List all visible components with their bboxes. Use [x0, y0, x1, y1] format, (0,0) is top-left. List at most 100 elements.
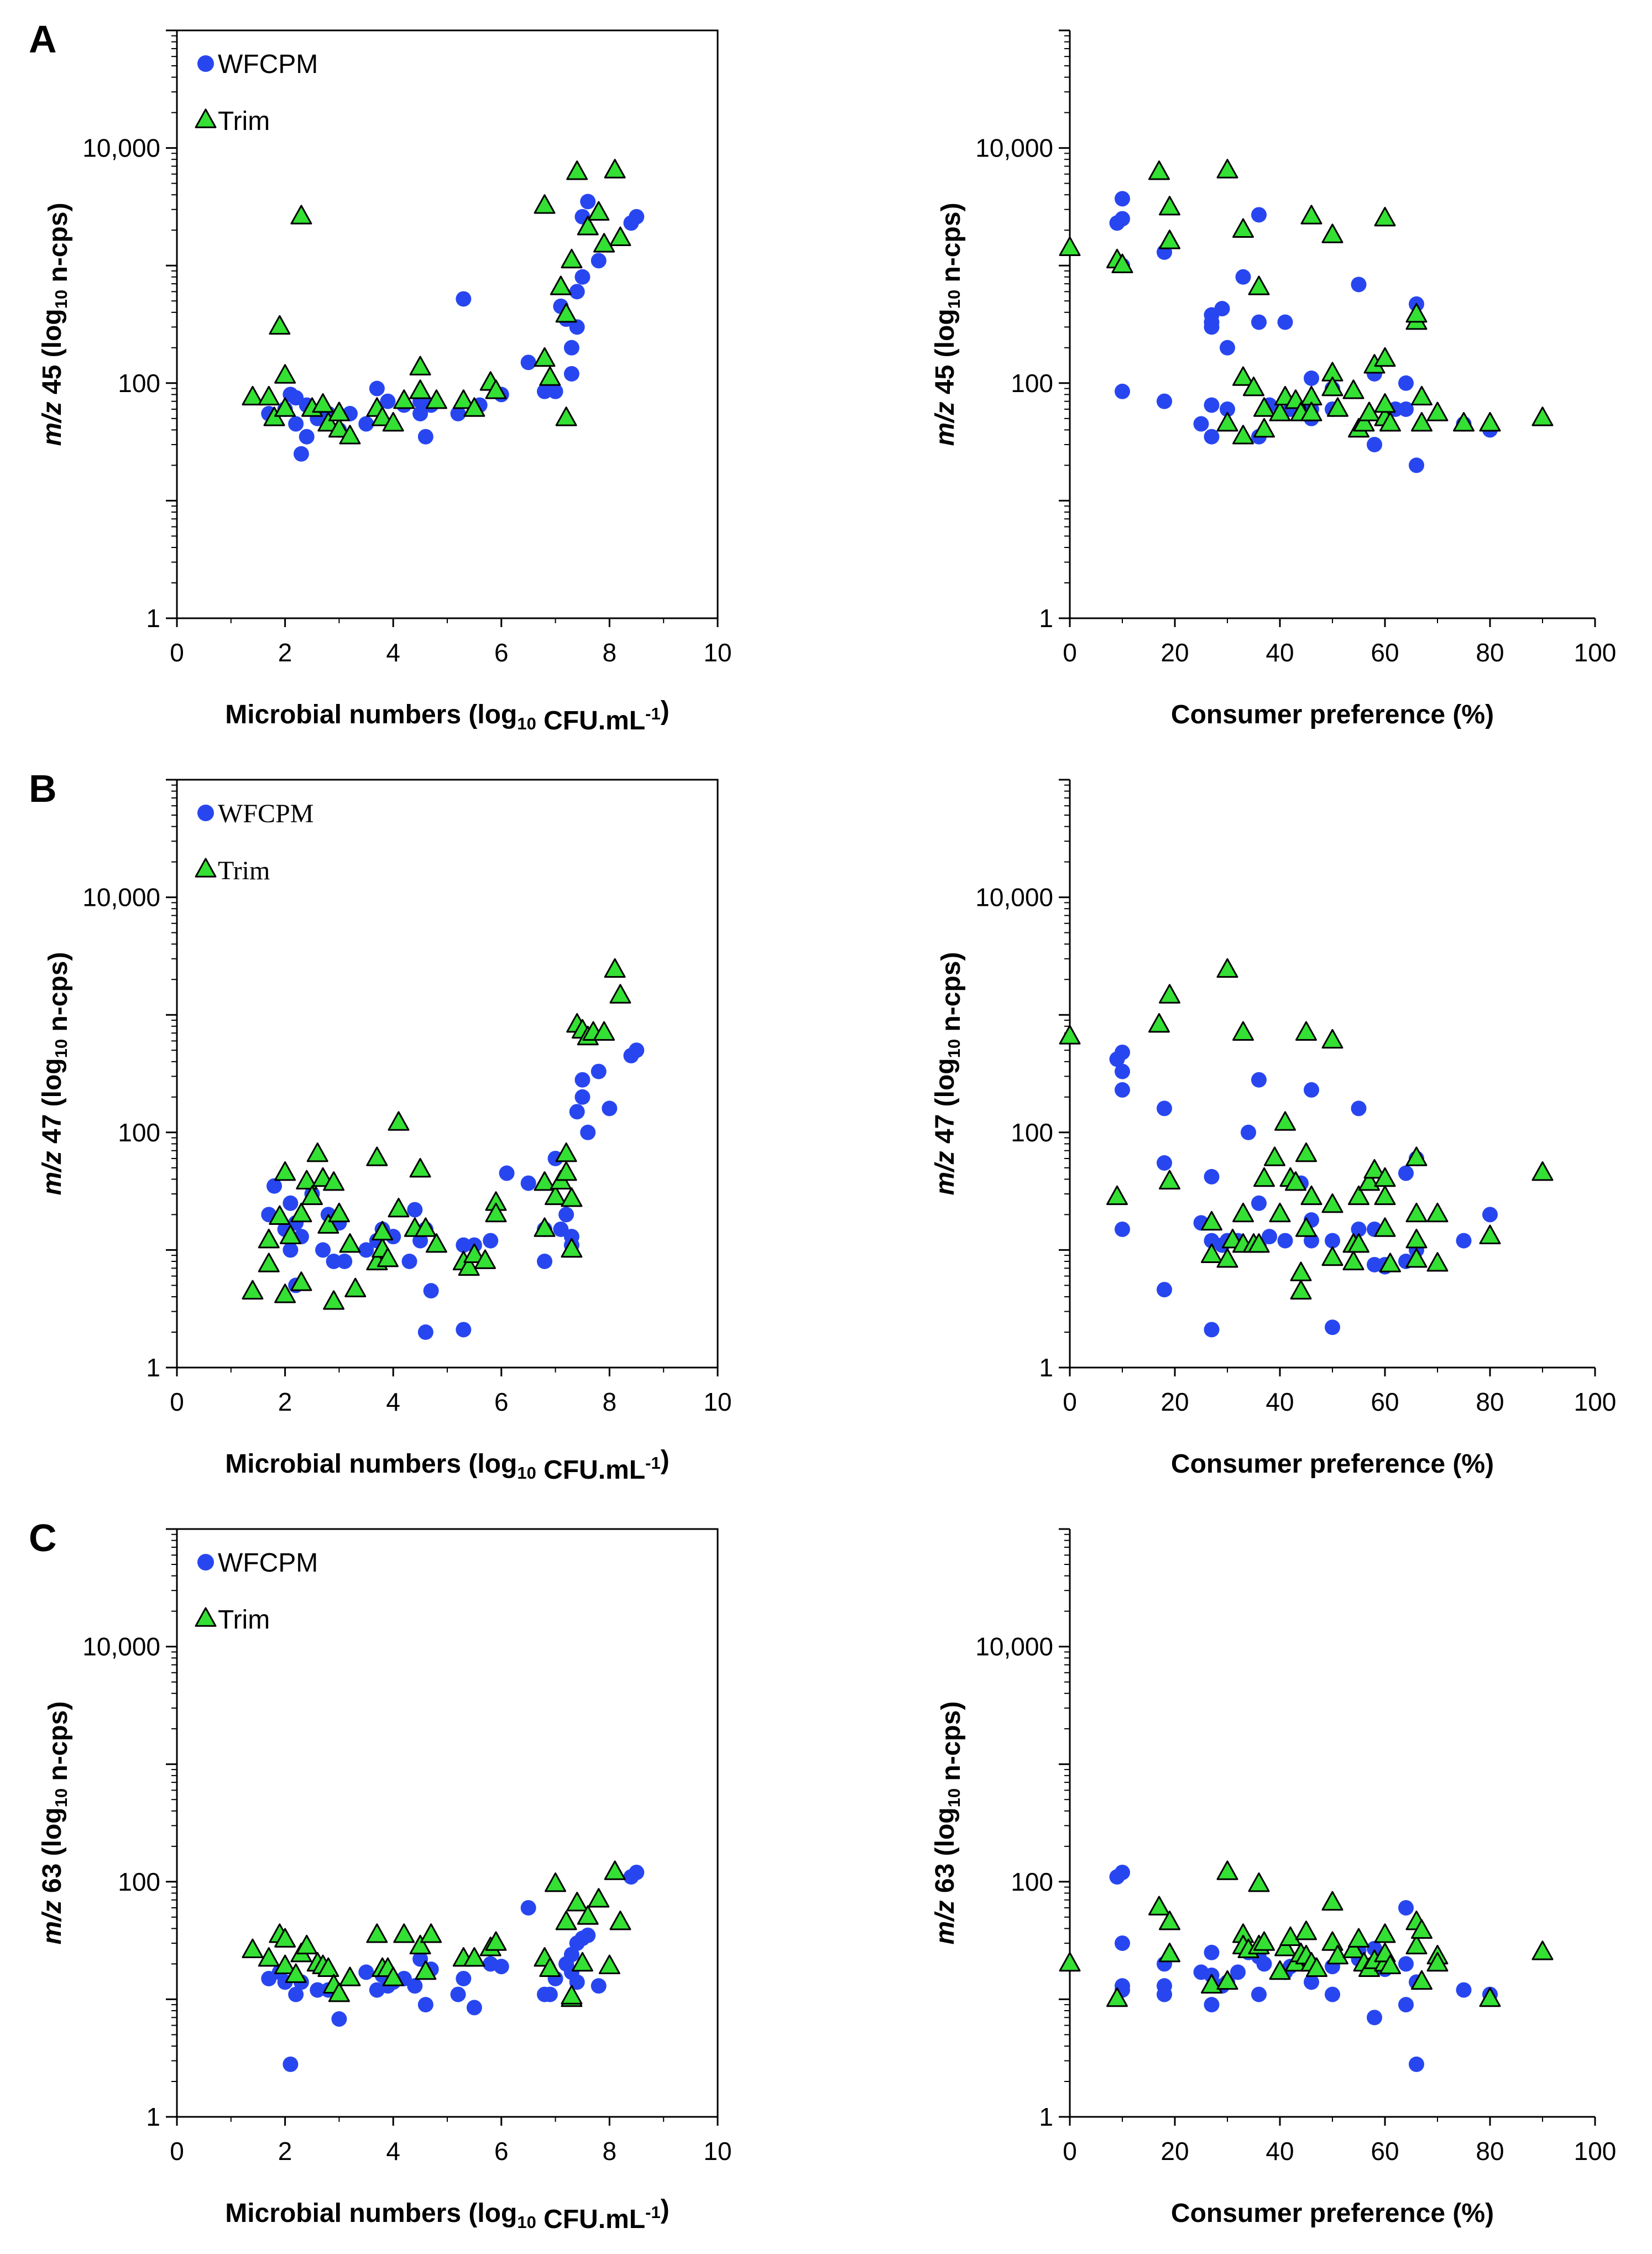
data-point-wfcpm — [483, 1233, 499, 1249]
data-point-trim — [545, 1185, 567, 1206]
data-point-trim — [1295, 1142, 1317, 1162]
legend-wfcpm-marker — [197, 1554, 214, 1571]
data-point-wfcpm — [1115, 1935, 1130, 1951]
data-point-trim — [323, 1290, 345, 1310]
x-tick-label: 20 — [1160, 2137, 1189, 2166]
data-point-wfcpm — [580, 1927, 596, 1943]
data-point-wfcpm — [1304, 1082, 1319, 1098]
data-point-trim — [1348, 1928, 1369, 1948]
data-point-trim — [463, 1243, 485, 1263]
data-point-wfcpm — [1482, 1207, 1498, 1223]
data-point-trim — [1321, 376, 1343, 396]
data-point-trim — [604, 1860, 626, 1880]
data-point-trim — [1411, 1919, 1433, 1939]
y-tick-label: 100 — [1011, 1867, 1053, 1896]
data-point-trim — [1342, 1938, 1365, 1958]
series-trim — [242, 1860, 631, 2007]
data-point-trim — [555, 1910, 577, 1930]
data-point-trim — [1374, 1185, 1396, 1206]
data-point-wfcpm — [1204, 1997, 1220, 2013]
data-point-trim — [1342, 379, 1365, 399]
x-tick-label: 20 — [1160, 638, 1189, 667]
data-point-wfcpm — [1115, 1864, 1130, 1880]
data-point-trim — [1358, 1171, 1380, 1191]
data-point-trim — [242, 1938, 264, 1958]
data-point-trim — [1159, 1942, 1180, 1963]
data-point-trim — [1374, 1923, 1396, 1943]
x-tick-label: 10 — [703, 638, 731, 667]
x-tick-label: 4 — [386, 2137, 400, 2166]
data-point-wfcpm — [1398, 1956, 1414, 1972]
data-point-wfcpm — [456, 291, 472, 307]
data-point-trim — [1290, 1261, 1312, 1281]
chart-c-left: 0 2 4 6 8 10 1 100 10,000 Microbial numbers (log1… — [38, 1528, 732, 2234]
data-point-trim — [1374, 347, 1396, 367]
data-point-trim — [1253, 397, 1275, 417]
data-point-trim — [372, 1220, 394, 1241]
data-point-trim — [1479, 1224, 1501, 1244]
data-point-trim — [1059, 1952, 1081, 1972]
data-point-trim — [534, 347, 556, 367]
data-point-wfcpm — [1367, 2010, 1382, 2026]
data-point-wfcpm — [1204, 1944, 1220, 1960]
data-point-trim — [382, 1966, 404, 1986]
y-tick-label: 10,000 — [82, 134, 160, 163]
data-point-wfcpm — [574, 1072, 590, 1088]
data-point-trim — [269, 315, 291, 335]
data-point-trim — [274, 1954, 296, 1974]
data-point-wfcpm — [1251, 1072, 1267, 1088]
data-point-trim — [1248, 1872, 1270, 1892]
y-tick-label: 10,000 — [975, 883, 1053, 912]
y-tick-label: 1 — [146, 1353, 160, 1382]
x-axis-title: Microbial numbers (log10 CFU.mL-1) — [225, 2195, 669, 2234]
data-point-trim — [1253, 1931, 1275, 1951]
data-point-trim — [1327, 1944, 1348, 1965]
data-point-wfcpm — [283, 1195, 299, 1211]
data-point-trim — [1411, 1970, 1433, 1990]
data-point-wfcpm — [1157, 1100, 1172, 1116]
data-point-wfcpm — [1157, 393, 1172, 409]
data-point-trim — [1531, 1161, 1554, 1181]
series-trim — [242, 159, 631, 445]
data-point-wfcpm — [1251, 1195, 1267, 1211]
data-point-trim — [1379, 411, 1401, 432]
data-point-trim — [301, 1185, 323, 1206]
data-point-wfcpm — [1251, 207, 1267, 223]
legend-trim-marker — [195, 858, 217, 878]
x-tick-label: 6 — [494, 2137, 509, 2166]
data-point-trim — [452, 389, 474, 409]
data-point-wfcpm — [423, 1283, 439, 1299]
data-point-trim — [555, 302, 577, 323]
data-point-trim — [1253, 1167, 1275, 1187]
data-point-trim — [1405, 1146, 1428, 1166]
x-tick-label: 0 — [170, 638, 184, 667]
data-point-wfcpm — [1204, 319, 1220, 335]
data-point-wfcpm — [574, 1089, 590, 1105]
y-axis-title: m/z 63 (log10 n-cps) — [930, 1702, 966, 1945]
data-point-trim — [409, 356, 431, 375]
legend: WFCPM Trim — [195, 1548, 318, 1635]
data-point-wfcpm — [590, 253, 607, 269]
x-axis-title: Consumer preference (%) — [1171, 700, 1494, 729]
data-point-wfcpm — [358, 1242, 374, 1258]
data-point-trim — [420, 1923, 442, 1943]
panel-letter-b: B — [29, 767, 57, 810]
data-point-trim — [388, 1111, 410, 1131]
x-tick-label: 10 — [703, 1387, 731, 1416]
data-point-trim — [577, 216, 599, 236]
data-point-trim — [366, 1923, 388, 1943]
data-point-wfcpm — [266, 1178, 283, 1194]
data-point-wfcpm — [1220, 340, 1235, 356]
y-tick-label: 100 — [118, 1118, 160, 1147]
data-point-wfcpm — [1325, 1319, 1340, 1335]
data-point-trim — [1426, 1252, 1449, 1272]
data-point-wfcpm — [1193, 416, 1209, 432]
data-point-trim — [409, 379, 431, 399]
data-point-trim — [474, 1249, 496, 1269]
data-point-trim — [539, 1957, 561, 1977]
chart-c-right: 0 20 40 60 80 100 1 100 10,000 Consumer preferenc… — [930, 1528, 1616, 2228]
data-point-trim — [1216, 411, 1238, 432]
series-trim — [1059, 1860, 1554, 2007]
data-point-trim — [296, 1934, 318, 1955]
data-point-trim — [1201, 1211, 1222, 1231]
